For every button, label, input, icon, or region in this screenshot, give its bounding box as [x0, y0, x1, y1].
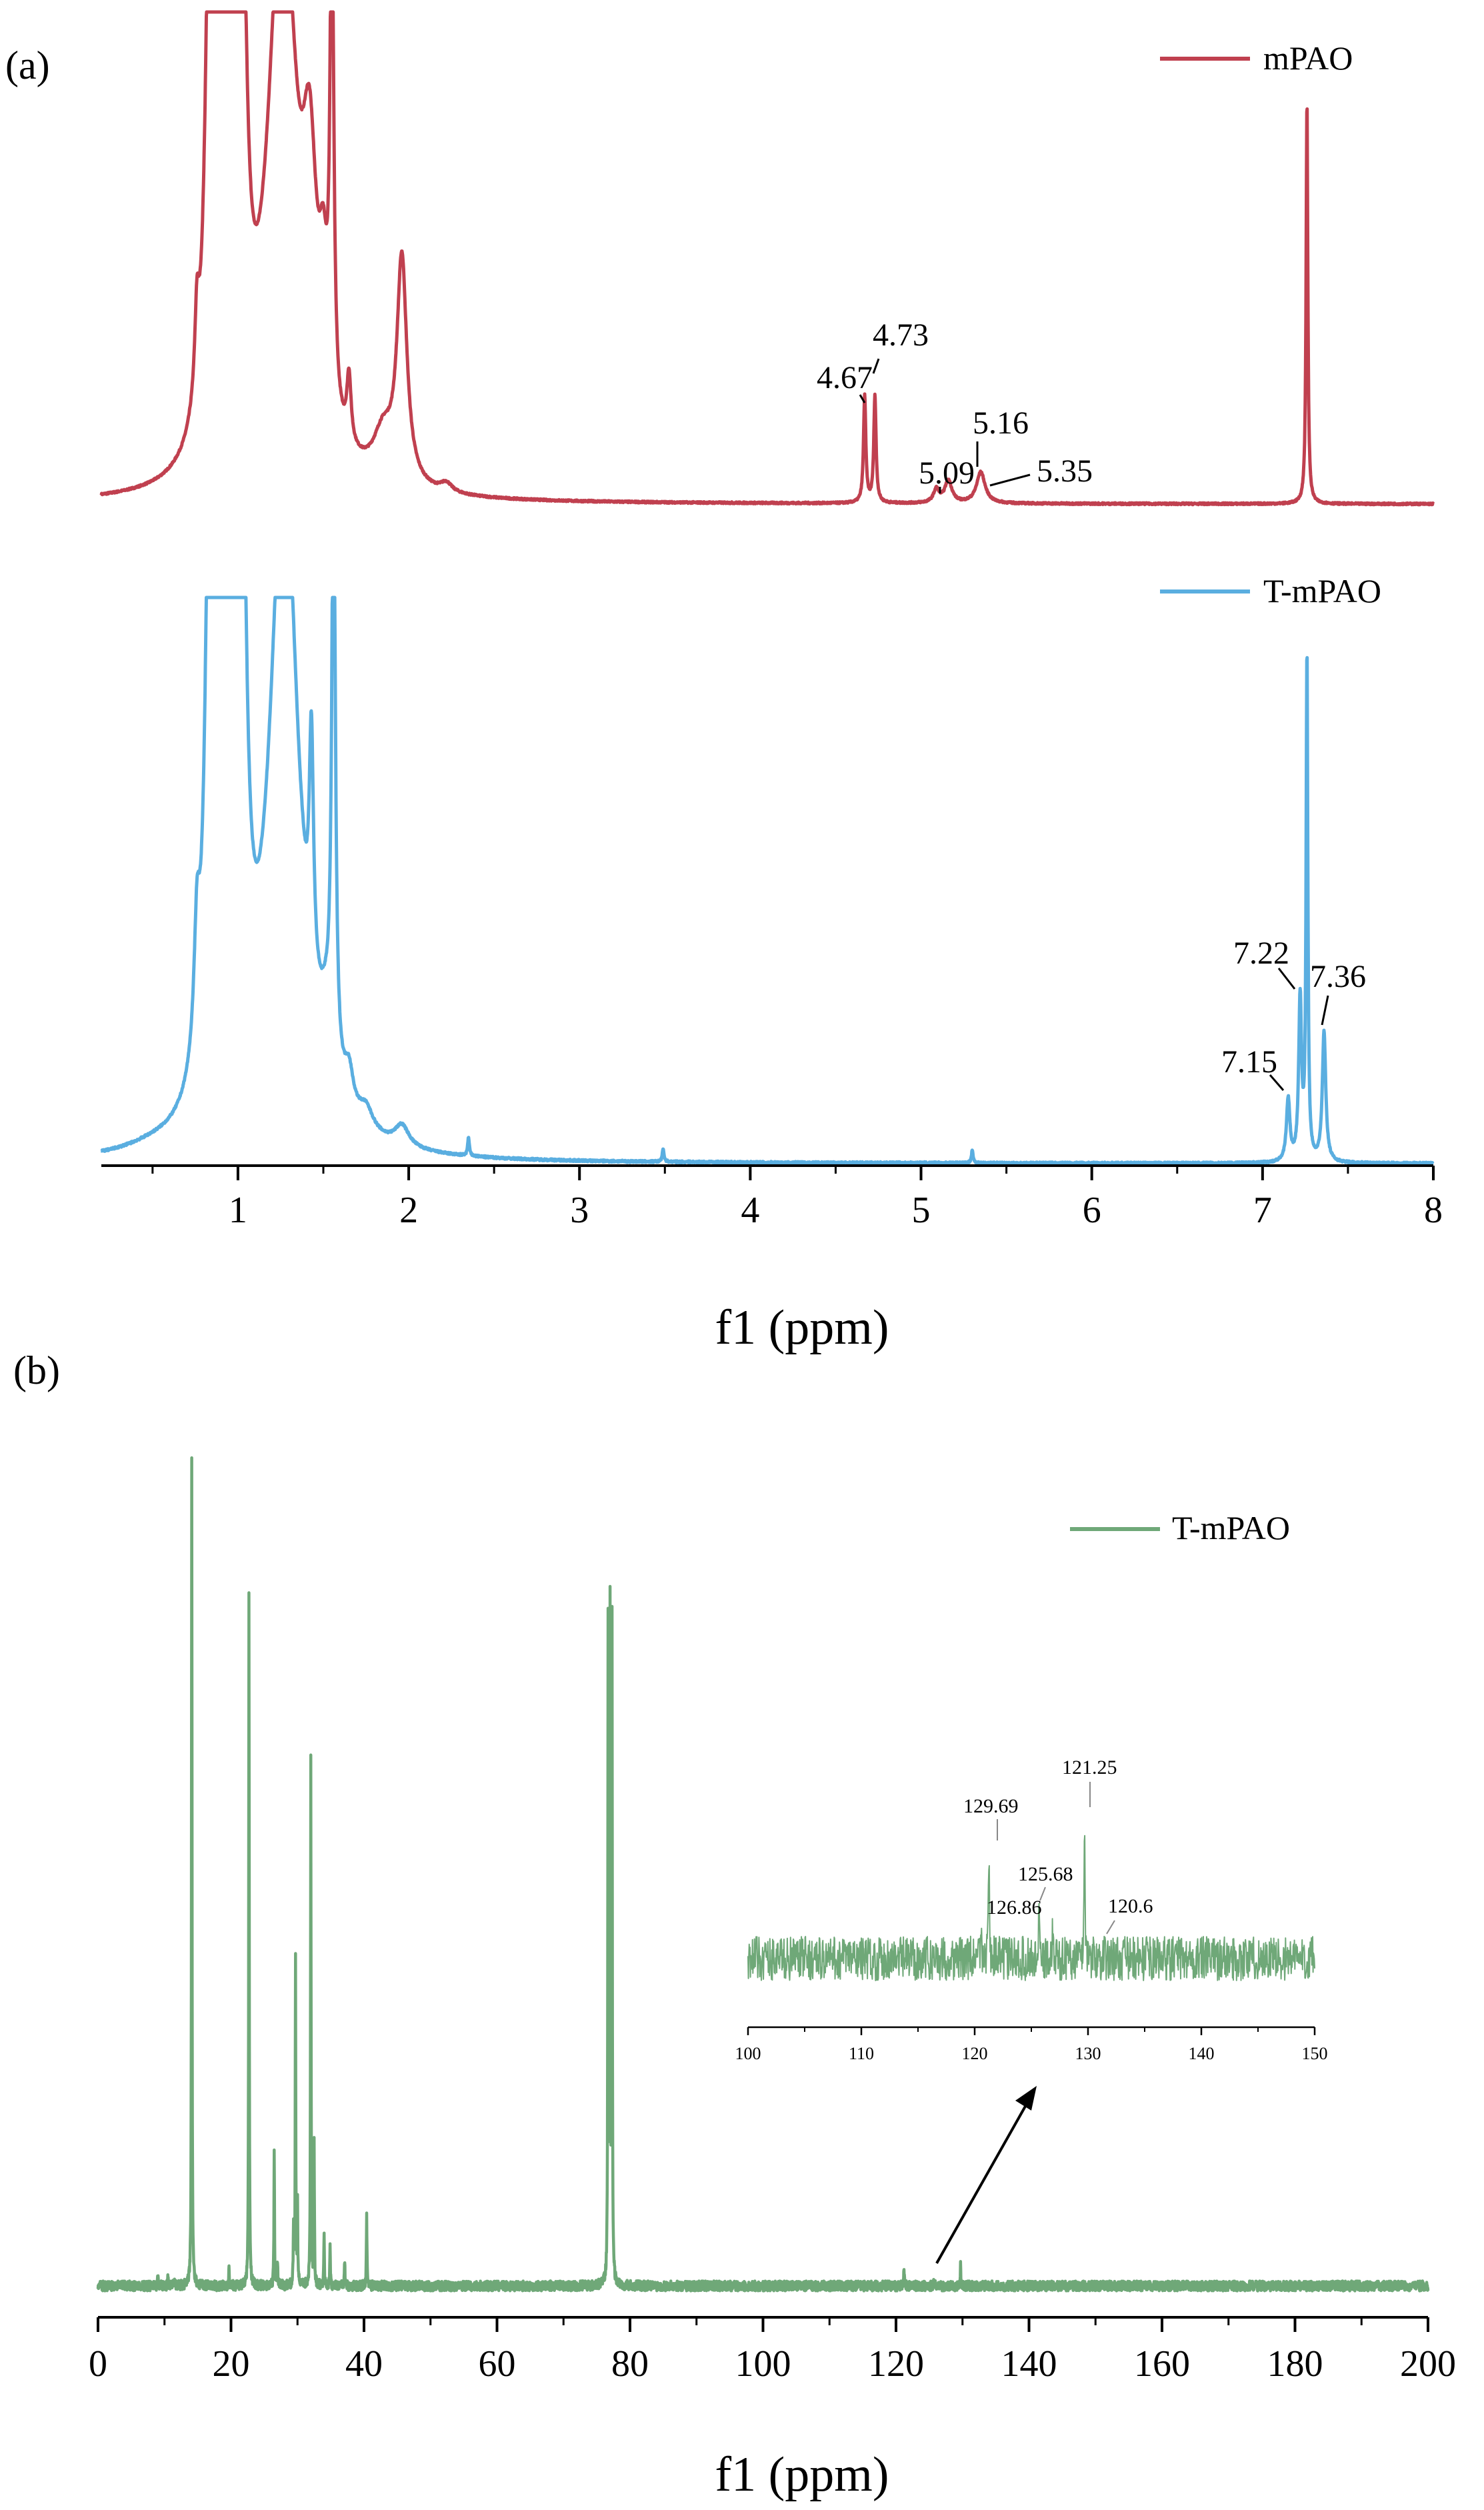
x-tick-label-b: 200: [1400, 2343, 1456, 2385]
panel-b-label: (b): [13, 1348, 60, 1392]
inset-series-line: [747, 1834, 1315, 1981]
inset-x-tick-label: 120: [962, 2044, 988, 2063]
legend-label-t-mpao-13c: T-mPAO: [1172, 1509, 1290, 1546]
peak-label-mpao: 4.73: [873, 317, 929, 353]
x-tick-label-b: 180: [1267, 2343, 1323, 2385]
peak-label-mpao: 4.67: [817, 360, 873, 395]
peak-label-t-mpao: 7.15: [1221, 1044, 1277, 1080]
x-tick-label-b: 140: [1001, 2343, 1057, 2385]
x-tick-label-a: 5: [912, 1190, 931, 1231]
inset-x-tick-label: 130: [1075, 2044, 1101, 2063]
peak-leader-t-mpao: [1277, 968, 1296, 990]
series-line-t-mpao-13c: [96, 1456, 1430, 2293]
x-tick-label-a: 1: [229, 1190, 247, 1231]
x-axis-title-a: f1 (ppm): [715, 1300, 889, 1355]
peak-leader-t-mpao: [1269, 1074, 1285, 1091]
inset-peak-leader: [1106, 1920, 1115, 1935]
inset-peak-label: 120.6: [1108, 1895, 1153, 1917]
inset-pointer-arrowhead: [1015, 2086, 1037, 2111]
inset-x-tick-label: 140: [1189, 2044, 1215, 2063]
x-axis-title-b: f1 (ppm): [715, 2447, 889, 2502]
x-tick-label-b: 20: [213, 2343, 250, 2385]
panel-a-1h-nmr: 1 2 3 4 5 6 7 8 4.674.73 5.09 5.165.35 7.15 7.22 7.36: [99, 10, 1443, 1231]
peak-label-mpao: 5.16: [973, 405, 1029, 441]
panel-b-13c-nmr: 0 20 40 60 80 100 120 140 160 180 200 100 110 120 130 1…: [89, 1456, 1456, 2385]
peak-leader-mpao: [989, 473, 1031, 487]
x-tick-label-b: 100: [735, 2343, 791, 2385]
inset-x-tick-label: 150: [1302, 2044, 1328, 2063]
legend-label-mpao: mPAO: [1263, 39, 1353, 77]
x-tick-label-b: 40: [345, 2343, 383, 2385]
panel-a-label: (a): [5, 43, 50, 87]
peak-leader-t-mpao: [1321, 995, 1329, 1026]
inset-x-tick-label: 100: [735, 2044, 761, 2063]
peak-label-mpao: 5.35: [1037, 453, 1093, 489]
x-tick-label-a: 3: [570, 1190, 589, 1231]
x-tick-label-b: 60: [479, 2343, 516, 2385]
inset-x-tick-label: 110: [849, 2044, 874, 2063]
peak-leader-mpao: [872, 358, 880, 374]
x-tick-label-a: 4: [741, 1190, 759, 1231]
x-tick-label-b: 80: [611, 2343, 649, 2385]
inset-peak-label: 129.69: [963, 1795, 1019, 1817]
x-tick-label-a: 8: [1424, 1190, 1443, 1231]
x-tick-label-a: 7: [1253, 1190, 1272, 1231]
x-tick-label-b: 160: [1134, 2343, 1190, 2385]
x-tick-label-b: 0: [89, 2343, 107, 2385]
inset-peak-leader: [1039, 1887, 1046, 1901]
x-tick-label-a: 6: [1083, 1190, 1101, 1231]
x-tick-label-b: 120: [868, 2343, 924, 2385]
x-tick-label-a: 2: [399, 1190, 418, 1231]
series-line-mpao: [99, 10, 1435, 507]
legend-label-t-mpao-1h: T-mPAO: [1263, 572, 1381, 609]
peak-label-t-mpao: 7.36: [1310, 959, 1366, 994]
inset-pointer-arrow-line: [935, 2103, 1028, 2264]
series-line-t-mpao-1h: [100, 595, 1435, 1166]
peak-leader-mpao: [859, 394, 866, 403]
peak-label-mpao: 5.09: [919, 455, 975, 491]
inset-peak-label: 125.68: [1018, 1863, 1073, 1885]
inset-peak-label: 126.86: [987, 1897, 1042, 1919]
peak-label-t-mpao: 7.22: [1233, 936, 1289, 971]
inset-peak-label: 121.25: [1062, 1756, 1117, 1778]
